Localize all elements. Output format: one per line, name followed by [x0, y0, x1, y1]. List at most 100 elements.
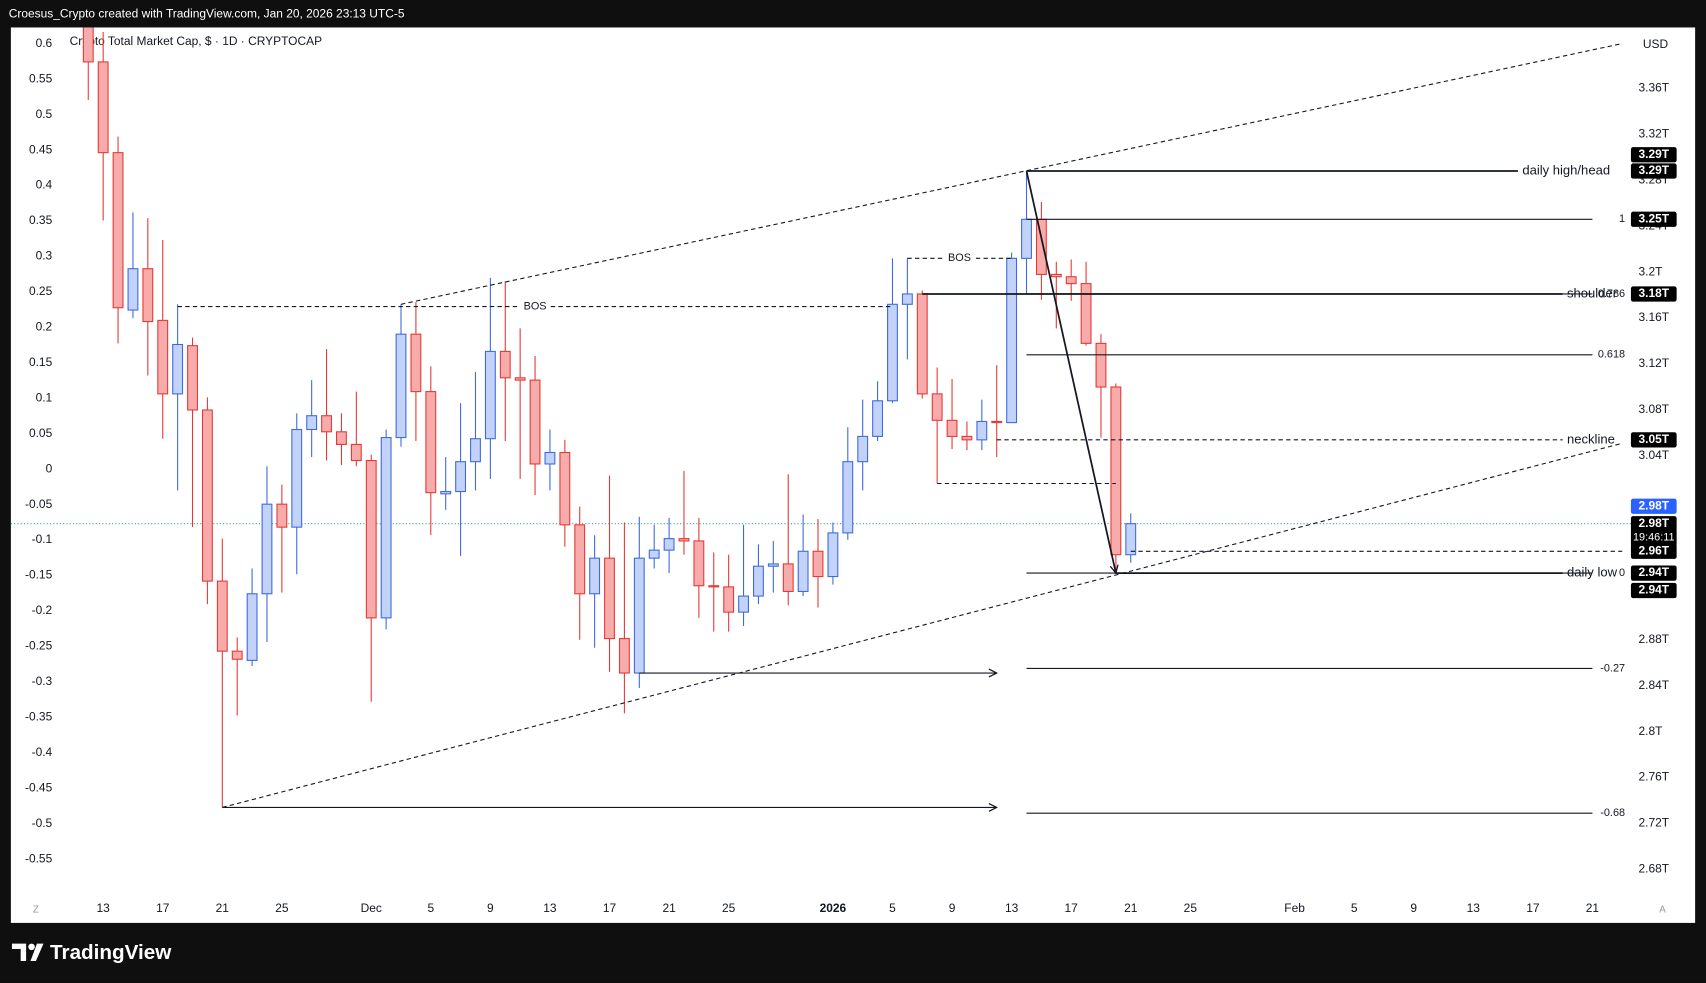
- candle-body: [336, 431, 347, 445]
- y2-tick-label: -0.3: [32, 674, 53, 688]
- price-tag-label: 2.94T: [1638, 583, 1669, 597]
- price-tag: [1630, 543, 1677, 559]
- candle-body: [991, 420, 1003, 424]
- scale-button[interactable]: Z: [33, 904, 39, 915]
- axes: 0.6 0.55 0.5 0.45 0.4 0.35 0.3 0.25 0.2 0.15 0.1 0.…: [25, 36, 1677, 915]
- price-tag-label: 2.94T: [1638, 565, 1669, 579]
- candle-body: [1065, 276, 1077, 285]
- candle-body: [410, 333, 422, 393]
- label-bg: [944, 251, 975, 265]
- y2-tick-label: 0: [46, 461, 53, 475]
- plot: 1 0.786 0.618 0 -0.27 -0.68 BOS BOS neckline dail…: [10, 27, 1633, 819]
- price-tag-label: 3.29T: [1638, 147, 1669, 161]
- candle-body: [589, 557, 601, 595]
- candle-body: [484, 350, 496, 440]
- y2-tick-label: 0.6: [36, 36, 53, 50]
- candle-body: [455, 461, 467, 493]
- candle-body: [440, 490, 452, 495]
- y2-tick-label: 0.1: [36, 390, 53, 404]
- candle-body: [127, 268, 139, 311]
- y-tick-label: 2.76T: [1639, 770, 1670, 784]
- y2-tick-label: -0.2: [32, 603, 53, 617]
- candle-body: [291, 428, 303, 528]
- y2-tick-label: -0.5: [32, 816, 53, 830]
- y2-tick-label: 0.45: [29, 142, 53, 156]
- candle-body: [514, 377, 526, 381]
- price-tag-label: 2.98T: [1638, 516, 1669, 530]
- currency: USD: [1643, 37, 1669, 51]
- y2-tick-label: 0.05: [29, 426, 53, 440]
- y2-tick-label: -0.1: [32, 532, 53, 546]
- candle-body: [693, 540, 705, 587]
- candle-body: [365, 459, 377, 619]
- candle-body: [738, 595, 749, 613]
- x-tick-label: Feb: [1284, 901, 1305, 915]
- drawing-label: neckline: [1567, 431, 1615, 446]
- x-tick-label: 13: [97, 901, 111, 915]
- x-tick-label: 13: [543, 901, 557, 915]
- x-tick-label: 25: [275, 901, 289, 915]
- candle-body: [767, 563, 779, 567]
- price-tag: [1630, 565, 1677, 581]
- brand: TradingView: [50, 941, 172, 964]
- candle-body: [1080, 283, 1092, 344]
- price-tag-label: 3.25T: [1638, 211, 1669, 225]
- fib-label: 0.618: [1598, 349, 1625, 361]
- candle-body: [753, 565, 764, 597]
- candle-body: [350, 443, 362, 462]
- y-tick-label: 3.04T: [1639, 448, 1670, 462]
- candle-body: [246, 593, 258, 661]
- x-tick-label: 21: [1586, 901, 1600, 915]
- fib-label: 0: [1619, 567, 1625, 579]
- y-tick-label: 2.72T: [1639, 816, 1670, 830]
- scale-button[interactable]: A: [1659, 904, 1666, 915]
- candle-body: [1021, 218, 1032, 259]
- y2-tick-label: -0.15: [25, 568, 53, 582]
- candle-body: [529, 379, 541, 465]
- candle-body: [901, 293, 913, 305]
- y2-tick-label: -0.55: [25, 851, 53, 865]
- candle-body: [782, 563, 794, 593]
- x-tick-label: 17: [1526, 901, 1540, 915]
- candle-body: [976, 420, 988, 441]
- candle-body: [708, 585, 720, 588]
- drawing-label: daily high/head: [1522, 163, 1610, 178]
- x-tick-label: 25: [1184, 901, 1198, 915]
- fib-label: 1: [1619, 213, 1625, 225]
- candle-body: [842, 461, 854, 534]
- x-tick-label: 9: [949, 901, 956, 915]
- candle-body: [604, 557, 615, 640]
- candle-body: [797, 550, 809, 593]
- y2-tick-label: 0.3: [36, 249, 53, 263]
- drawing-label: daily low: [1567, 565, 1618, 580]
- price-tag-label: 2.96T: [1638, 543, 1669, 557]
- y-tick-label: 2.84T: [1639, 678, 1670, 692]
- candle-body: [380, 437, 392, 619]
- y-tick-label: 2.88T: [1639, 632, 1670, 646]
- price-tag: [1630, 582, 1677, 599]
- candle-body: [618, 638, 630, 674]
- x-tick-label: 9: [487, 901, 494, 915]
- candle-body: [857, 435, 869, 463]
- y2-tick-label: 0.4: [36, 178, 53, 192]
- y-tick-label: 3.2T: [1639, 264, 1664, 278]
- y2-tick-label: -0.35: [25, 709, 53, 723]
- y2-tick-label: -0.05: [25, 497, 53, 511]
- candle-body: [395, 333, 407, 439]
- y2-tick-label: 0.5: [36, 107, 53, 121]
- candle-body: [1095, 342, 1107, 388]
- y-tick-label: 3.36T: [1639, 81, 1670, 95]
- y-tick-label: 3.12T: [1639, 356, 1670, 370]
- y-tick-label: 3.16T: [1639, 310, 1670, 324]
- x-tick-label: 13: [1467, 901, 1481, 915]
- x-tick-label: 2026: [820, 901, 847, 915]
- candle-body: [872, 400, 884, 437]
- y2-tick-label: 0.35: [29, 213, 53, 227]
- candle-body: [931, 393, 943, 421]
- countdown: 19:46:11: [1633, 532, 1675, 544]
- drawing-line: [1025, 170, 1116, 573]
- fib-label: -0.27: [1600, 662, 1625, 674]
- candle-body: [172, 343, 184, 395]
- x-tick-label: 25: [722, 901, 736, 915]
